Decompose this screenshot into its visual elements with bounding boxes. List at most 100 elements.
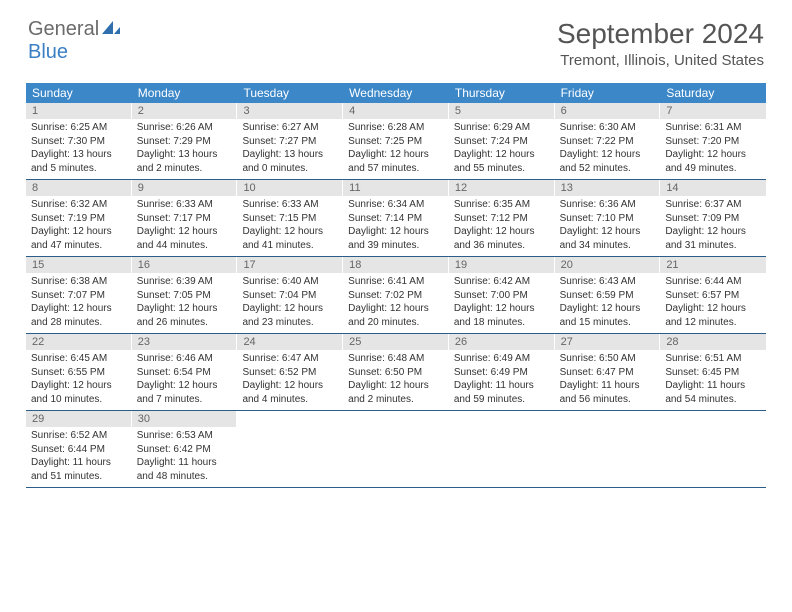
day-number: 29 xyxy=(26,411,132,427)
day-cell: 24Sunrise: 6:47 AMSunset: 6:52 PMDayligh… xyxy=(237,334,343,410)
sunrise-text: Sunrise: 6:45 AM xyxy=(31,352,127,366)
day-number: 26 xyxy=(449,334,555,350)
sunset-text: Sunset: 7:22 PM xyxy=(560,135,656,149)
day-cell: 4Sunrise: 6:28 AMSunset: 7:25 PMDaylight… xyxy=(343,103,449,179)
day-content: Sunrise: 6:33 AMSunset: 7:17 PMDaylight:… xyxy=(132,196,238,256)
calendar-table: SundayMondayTuesdayWednesdayThursdayFrid… xyxy=(26,83,766,488)
empty-day-cell xyxy=(555,411,661,487)
weekday-header: Monday xyxy=(132,83,238,103)
brand-word-1: General xyxy=(28,18,99,40)
day-content: Sunrise: 6:44 AMSunset: 6:57 PMDaylight:… xyxy=(660,273,766,333)
day-number: 4 xyxy=(343,103,449,119)
daylight-text-2: and 44 minutes. xyxy=(137,239,233,253)
daylight-text-1: Daylight: 12 hours xyxy=(137,302,233,316)
day-cell: 28Sunrise: 6:51 AMSunset: 6:45 PMDayligh… xyxy=(660,334,766,410)
daylight-text-2: and 47 minutes. xyxy=(31,239,127,253)
weekday-header: Thursday xyxy=(449,83,555,103)
day-number: 8 xyxy=(26,180,132,196)
daylight-text-2: and 15 minutes. xyxy=(560,316,656,330)
daylight-text-1: Daylight: 12 hours xyxy=(137,225,233,239)
day-content: Sunrise: 6:48 AMSunset: 6:50 PMDaylight:… xyxy=(343,350,449,410)
day-content: Sunrise: 6:26 AMSunset: 7:29 PMDaylight:… xyxy=(132,119,238,179)
daylight-text-2: and 59 minutes. xyxy=(454,393,550,407)
sunrise-text: Sunrise: 6:44 AM xyxy=(665,275,761,289)
daylight-text-1: Daylight: 12 hours xyxy=(348,225,444,239)
sunrise-text: Sunrise: 6:29 AM xyxy=(454,121,550,135)
daylight-text-1: Daylight: 12 hours xyxy=(242,302,338,316)
day-content: Sunrise: 6:43 AMSunset: 6:59 PMDaylight:… xyxy=(555,273,661,333)
daylight-text-2: and 18 minutes. xyxy=(454,316,550,330)
daylight-text-1: Daylight: 13 hours xyxy=(242,148,338,162)
daylight-text-2: and 5 minutes. xyxy=(31,162,127,176)
day-cell: 20Sunrise: 6:43 AMSunset: 6:59 PMDayligh… xyxy=(555,257,661,333)
sunset-text: Sunset: 6:55 PM xyxy=(31,366,127,380)
day-cell: 26Sunrise: 6:49 AMSunset: 6:49 PMDayligh… xyxy=(449,334,555,410)
daylight-text-1: Daylight: 12 hours xyxy=(137,379,233,393)
day-number: 21 xyxy=(660,257,766,273)
daylight-text-2: and 7 minutes. xyxy=(137,393,233,407)
day-content: Sunrise: 6:32 AMSunset: 7:19 PMDaylight:… xyxy=(26,196,132,256)
day-cell: 21Sunrise: 6:44 AMSunset: 6:57 PMDayligh… xyxy=(660,257,766,333)
sunrise-text: Sunrise: 6:26 AM xyxy=(137,121,233,135)
day-number: 18 xyxy=(343,257,449,273)
sunrise-text: Sunrise: 6:49 AM xyxy=(454,352,550,366)
sunrise-text: Sunrise: 6:32 AM xyxy=(31,198,127,212)
daylight-text-2: and 10 minutes. xyxy=(31,393,127,407)
sunset-text: Sunset: 7:04 PM xyxy=(242,289,338,303)
day-number: 2 xyxy=(132,103,238,119)
day-content: Sunrise: 6:40 AMSunset: 7:04 PMDaylight:… xyxy=(237,273,343,333)
daylight-text-2: and 55 minutes. xyxy=(454,162,550,176)
sunrise-text: Sunrise: 6:31 AM xyxy=(665,121,761,135)
day-content: Sunrise: 6:33 AMSunset: 7:15 PMDaylight:… xyxy=(237,196,343,256)
day-cell: 16Sunrise: 6:39 AMSunset: 7:05 PMDayligh… xyxy=(132,257,238,333)
day-cell: 29Sunrise: 6:52 AMSunset: 6:44 PMDayligh… xyxy=(26,411,132,487)
sunset-text: Sunset: 7:10 PM xyxy=(560,212,656,226)
daylight-text-1: Daylight: 12 hours xyxy=(665,148,761,162)
day-content: Sunrise: 6:25 AMSunset: 7:30 PMDaylight:… xyxy=(26,119,132,179)
day-cell: 11Sunrise: 6:34 AMSunset: 7:14 PMDayligh… xyxy=(343,180,449,256)
day-number: 12 xyxy=(449,180,555,196)
sunset-text: Sunset: 7:05 PM xyxy=(137,289,233,303)
week-row: 1Sunrise: 6:25 AMSunset: 7:30 PMDaylight… xyxy=(26,103,766,180)
daylight-text-1: Daylight: 12 hours xyxy=(454,302,550,316)
empty-day-cell xyxy=(660,411,766,487)
daylight-text-1: Daylight: 12 hours xyxy=(242,379,338,393)
sunrise-text: Sunrise: 6:38 AM xyxy=(31,275,127,289)
empty-day-cell xyxy=(449,411,555,487)
day-cell: 5Sunrise: 6:29 AMSunset: 7:24 PMDaylight… xyxy=(449,103,555,179)
sunset-text: Sunset: 7:29 PM xyxy=(137,135,233,149)
day-number: 9 xyxy=(132,180,238,196)
day-cell: 25Sunrise: 6:48 AMSunset: 6:50 PMDayligh… xyxy=(343,334,449,410)
sunset-text: Sunset: 6:52 PM xyxy=(242,366,338,380)
day-number: 30 xyxy=(132,411,238,427)
weekday-header: Tuesday xyxy=(237,83,343,103)
sunset-text: Sunset: 6:59 PM xyxy=(560,289,656,303)
week-row: 22Sunrise: 6:45 AMSunset: 6:55 PMDayligh… xyxy=(26,334,766,411)
sunrise-text: Sunrise: 6:46 AM xyxy=(137,352,233,366)
sunset-text: Sunset: 6:47 PM xyxy=(560,366,656,380)
daylight-text-1: Daylight: 11 hours xyxy=(560,379,656,393)
daylight-text-2: and 31 minutes. xyxy=(665,239,761,253)
weekday-header: Sunday xyxy=(26,83,132,103)
day-content: Sunrise: 6:36 AMSunset: 7:10 PMDaylight:… xyxy=(555,196,661,256)
day-number: 5 xyxy=(449,103,555,119)
day-content: Sunrise: 6:27 AMSunset: 7:27 PMDaylight:… xyxy=(237,119,343,179)
day-number: 27 xyxy=(555,334,661,350)
day-number: 14 xyxy=(660,180,766,196)
day-cell: 12Sunrise: 6:35 AMSunset: 7:12 PMDayligh… xyxy=(449,180,555,256)
day-cell: 19Sunrise: 6:42 AMSunset: 7:00 PMDayligh… xyxy=(449,257,555,333)
sunset-text: Sunset: 7:15 PM xyxy=(242,212,338,226)
daylight-text-2: and 56 minutes. xyxy=(560,393,656,407)
day-number: 3 xyxy=(237,103,343,119)
daylight-text-1: Daylight: 12 hours xyxy=(348,302,444,316)
sunset-text: Sunset: 7:27 PM xyxy=(242,135,338,149)
day-number: 1 xyxy=(26,103,132,119)
daylight-text-2: and 36 minutes. xyxy=(454,239,550,253)
sunrise-text: Sunrise: 6:48 AM xyxy=(348,352,444,366)
day-content: Sunrise: 6:37 AMSunset: 7:09 PMDaylight:… xyxy=(660,196,766,256)
sunrise-text: Sunrise: 6:40 AM xyxy=(242,275,338,289)
day-content: Sunrise: 6:46 AMSunset: 6:54 PMDaylight:… xyxy=(132,350,238,410)
sunrise-text: Sunrise: 6:52 AM xyxy=(31,429,127,443)
daylight-text-2: and 48 minutes. xyxy=(137,470,233,484)
daylight-text-2: and 2 minutes. xyxy=(137,162,233,176)
